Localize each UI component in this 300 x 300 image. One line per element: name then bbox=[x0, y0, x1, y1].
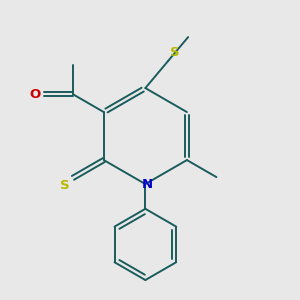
Text: S: S bbox=[170, 46, 179, 59]
Text: N: N bbox=[141, 178, 152, 190]
Text: S: S bbox=[60, 179, 70, 192]
Text: O: O bbox=[30, 88, 41, 101]
